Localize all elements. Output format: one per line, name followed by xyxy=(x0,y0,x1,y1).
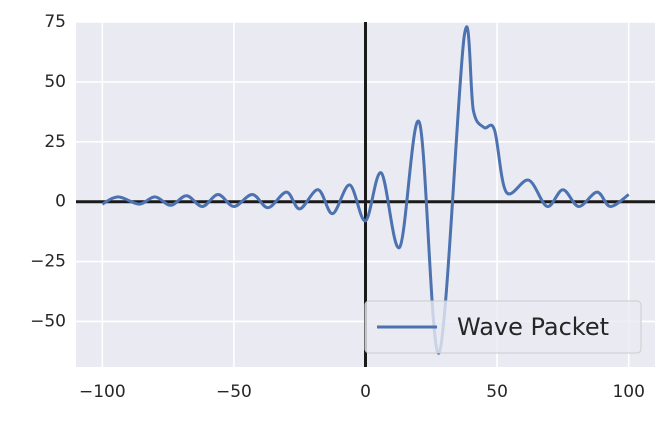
y-tick-label: −50 xyxy=(30,311,66,331)
x-tick-label: −100 xyxy=(79,382,126,402)
y-tick-label: 25 xyxy=(44,132,66,152)
line-series xyxy=(101,25,630,355)
y-tick-label: 0 xyxy=(55,192,66,212)
x-tick-label: 100 xyxy=(612,382,644,402)
x-tick-label: 50 xyxy=(486,382,508,402)
legend: Wave Packet xyxy=(364,300,642,354)
y-tick-label: 75 xyxy=(44,12,66,32)
legend-box xyxy=(364,300,642,354)
x-tick-label: 0 xyxy=(360,382,371,402)
y-tick-label: −25 xyxy=(30,252,66,272)
x-tick-label: −50 xyxy=(216,382,252,402)
y-tick-label: 50 xyxy=(44,72,66,92)
legend-label: Wave Packet xyxy=(457,313,609,341)
